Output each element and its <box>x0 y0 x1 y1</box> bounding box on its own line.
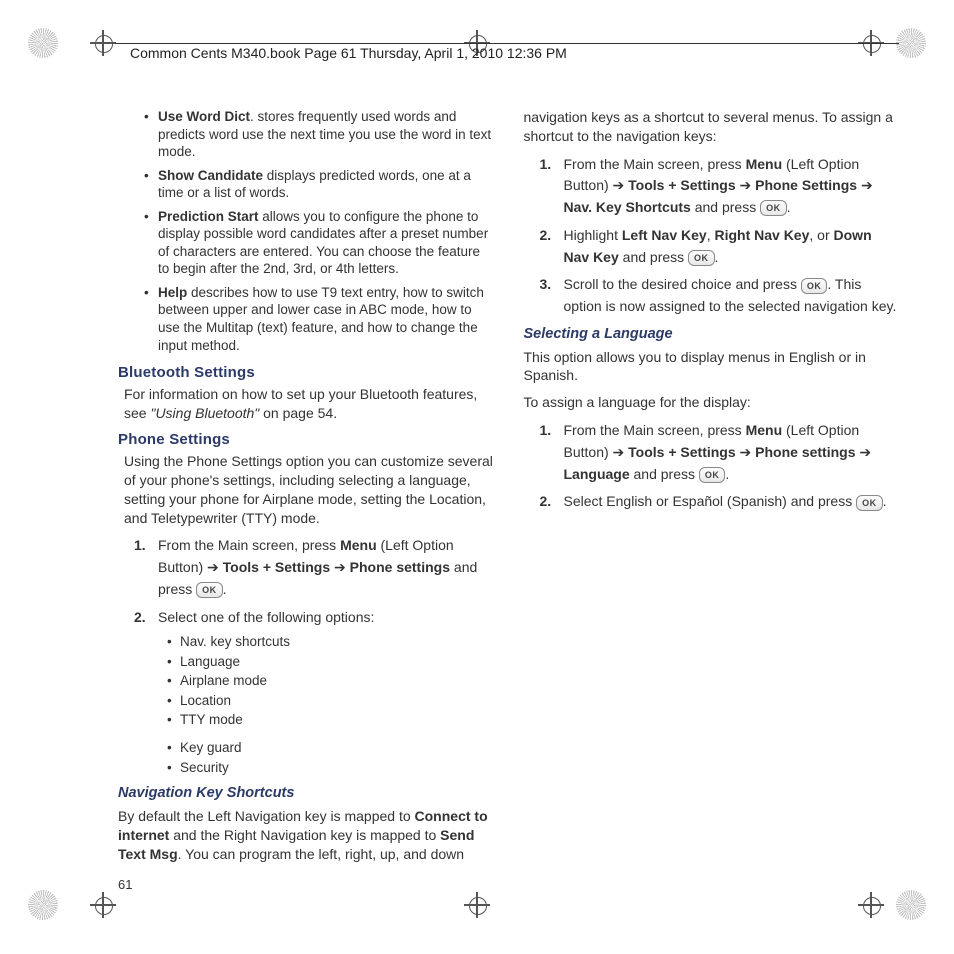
ok-icon: OK <box>688 250 715 266</box>
phone-settings-heading: Phone Settings <box>118 431 494 448</box>
page-content: Use Word Dict. stores frequently used wo… <box>118 108 899 874</box>
language-steps: From the Main screen, press Menu (Left O… <box>524 420 900 513</box>
ok-icon: OK <box>856 495 883 511</box>
lang-step-2: Select English or Español (Spanish) and … <box>564 491 900 513</box>
text-options-list: Use Word Dict. stores frequently used wo… <box>118 108 494 354</box>
ok-icon: OK <box>196 582 223 598</box>
bluetooth-para: For information on how to set up your Bl… <box>124 385 494 423</box>
ok-icon: OK <box>699 467 726 483</box>
phone-settings-steps: From the Main screen, press Menu (Left O… <box>118 535 494 730</box>
language-heading: Selecting a Language <box>524 326 900 342</box>
language-para-2: To assign a language for the display: <box>524 393 900 412</box>
language-para-1: This option allows you to display menus … <box>524 348 900 386</box>
ok-icon: OK <box>801 278 828 294</box>
nav-shortcut-steps: From the Main screen, press Menu (Left O… <box>524 154 900 318</box>
nav-step-1: From the Main screen, press Menu (Left O… <box>564 154 900 219</box>
nav-step-2: Highlight Left Nav Key, Right Nav Key, o… <box>564 225 900 268</box>
nav-shortcuts-heading: Navigation Key Shortcuts <box>118 785 494 801</box>
page-header: Common Cents M340.book Page 61 Thursday,… <box>130 45 567 61</box>
page-number: 61 <box>118 877 132 892</box>
lang-step-1: From the Main screen, press Menu (Left O… <box>564 420 900 485</box>
ok-icon: OK <box>760 200 787 216</box>
nav-step-3: Scroll to the desired choice and press O… <box>564 274 900 317</box>
phone-options-cont: Key guard Security <box>118 738 494 777</box>
phone-options-list: Nav. key shortcuts Language Airplane mod… <box>158 632 494 730</box>
step-2: Select one of the following options: Nav… <box>158 607 494 731</box>
phone-settings-para: Using the Phone Settings option you can … <box>124 452 494 528</box>
step-1: From the Main screen, press Menu (Left O… <box>158 535 494 600</box>
bluetooth-heading: Bluetooth Settings <box>118 364 494 381</box>
